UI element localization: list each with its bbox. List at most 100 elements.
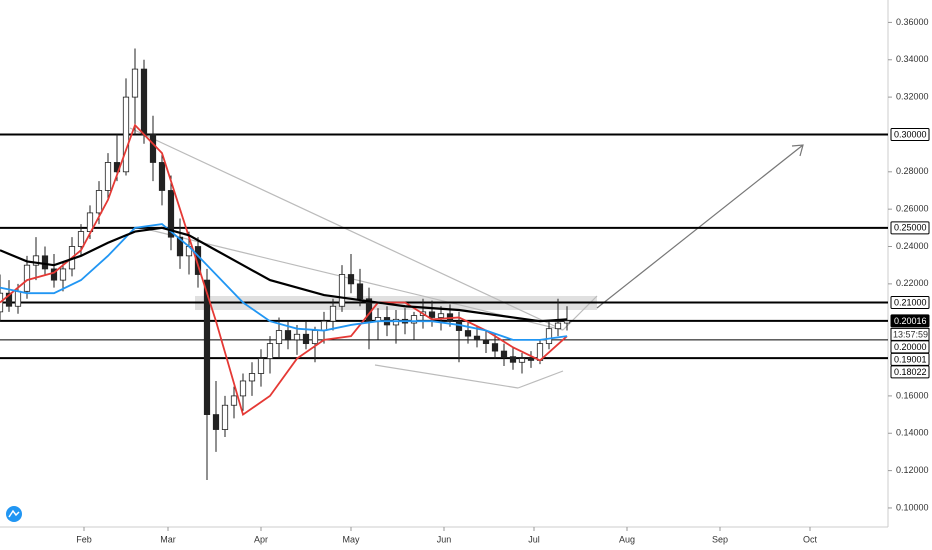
price-badge-label: 0.21000 bbox=[894, 297, 927, 307]
candle-body bbox=[23, 264, 31, 292]
candle-body bbox=[248, 373, 256, 382]
y-tick-label: 0.16000 bbox=[896, 390, 929, 400]
candle-body bbox=[329, 305, 337, 322]
candle-body bbox=[275, 330, 283, 345]
candle-body bbox=[491, 343, 499, 352]
candle-body bbox=[518, 358, 526, 363]
candle-body bbox=[50, 268, 58, 281]
candle-body bbox=[527, 358, 535, 361]
candle-body bbox=[500, 350, 508, 358]
x-tick-label: Feb bbox=[76, 534, 92, 544]
candle-body bbox=[410, 315, 418, 324]
candle-body bbox=[473, 335, 481, 341]
trendline bbox=[129, 127, 564, 331]
price-badge: 0.21000 bbox=[890, 296, 930, 310]
price-badge: 0.30000 bbox=[890, 127, 930, 141]
price-badge-label: 0.25000 bbox=[894, 223, 927, 233]
candle-body bbox=[77, 231, 85, 247]
candle-body bbox=[347, 274, 355, 285]
candle-body bbox=[149, 134, 157, 163]
candle-body bbox=[203, 279, 211, 415]
y-tick-label: 0.10000 bbox=[896, 502, 929, 512]
price-badge: 0.18022 bbox=[890, 365, 930, 379]
y-tick-label: 0.34000 bbox=[896, 54, 929, 64]
price-badge-label: 0.20016 bbox=[894, 316, 927, 326]
candle-body bbox=[5, 292, 13, 307]
candle-body bbox=[122, 96, 130, 173]
candle-body bbox=[239, 380, 247, 397]
x-tick-label: Jul bbox=[528, 534, 540, 544]
candle-body bbox=[311, 330, 319, 345]
candle-body bbox=[545, 328, 553, 345]
y-tick-label: 0.12000 bbox=[896, 465, 929, 475]
trendline bbox=[374, 364, 519, 389]
logo-mark bbox=[8, 509, 20, 518]
price-badge: 0.19001 bbox=[890, 352, 930, 366]
price-badge-label: 0.18022 bbox=[894, 367, 927, 377]
y-tick-label: 0.14000 bbox=[896, 428, 929, 438]
countdown: 13:57:59 bbox=[893, 329, 928, 339]
x-tick-label: Jun bbox=[437, 534, 452, 544]
y-tick-label: 0.28000 bbox=[896, 166, 929, 176]
price-badge: 0.25000 bbox=[890, 221, 930, 235]
candle-body bbox=[302, 333, 310, 345]
candle-body bbox=[14, 290, 22, 307]
candle-body bbox=[95, 190, 103, 214]
candle-body bbox=[131, 68, 139, 98]
candle-body bbox=[356, 283, 364, 300]
trendline bbox=[149, 229, 564, 331]
candle-body bbox=[266, 343, 274, 359]
y-tick-label: 0.32000 bbox=[896, 91, 929, 101]
candle-body bbox=[428, 311, 436, 318]
candle-body bbox=[338, 274, 346, 307]
candle-body bbox=[554, 322, 562, 330]
price-badge-label: 0.19001 bbox=[894, 354, 927, 364]
candle-body bbox=[167, 190, 175, 238]
price-badge-label: 0.30000 bbox=[894, 129, 927, 139]
candle-body bbox=[176, 236, 184, 257]
trendline bbox=[517, 370, 564, 389]
price-badge-box bbox=[890, 365, 930, 379]
price-badge-box bbox=[890, 314, 930, 328]
y-tick-label: 0.22000 bbox=[896, 278, 929, 288]
candle-body bbox=[194, 246, 202, 275]
candle-body bbox=[32, 255, 40, 266]
candle-body bbox=[293, 333, 301, 341]
y-tick-label: 0.26000 bbox=[896, 204, 929, 214]
price-badge-box bbox=[890, 221, 930, 235]
candle-body bbox=[230, 395, 238, 406]
x-tick-label: Sep bbox=[712, 534, 728, 544]
arrow-head bbox=[791, 144, 804, 157]
moving-average bbox=[0, 223, 568, 341]
price-badge-label: 0.20000 bbox=[894, 342, 927, 352]
logo bbox=[6, 506, 22, 522]
x-tick-label: Mar bbox=[160, 534, 176, 544]
candle-body bbox=[482, 339, 490, 345]
candle-body bbox=[509, 356, 517, 363]
candle-body bbox=[59, 268, 67, 281]
candle-body bbox=[41, 255, 49, 270]
price-badge-box bbox=[890, 296, 930, 310]
logo-circle bbox=[6, 506, 22, 522]
candle-body bbox=[563, 320, 571, 324]
candle-body bbox=[221, 404, 229, 430]
x-tick-label: Apr bbox=[254, 534, 268, 544]
candle-body bbox=[212, 414, 220, 430]
x-tick-label: Aug bbox=[619, 534, 635, 544]
price-badge: 0.20000 bbox=[890, 340, 930, 354]
candle-body bbox=[284, 330, 292, 341]
moving-average bbox=[0, 226, 568, 323]
x-tick-label: May bbox=[342, 534, 360, 544]
candle-body bbox=[257, 358, 265, 374]
x-tick-label: Oct bbox=[803, 534, 818, 544]
projection-arrow bbox=[596, 144, 804, 309]
moving-average bbox=[0, 123, 568, 417]
y-tick-label: 0.36000 bbox=[896, 17, 929, 27]
candle-body bbox=[158, 162, 166, 191]
candle-body bbox=[464, 330, 472, 337]
candle-body bbox=[392, 318, 400, 326]
candle-body bbox=[104, 162, 112, 191]
candle-body bbox=[437, 313, 445, 318]
